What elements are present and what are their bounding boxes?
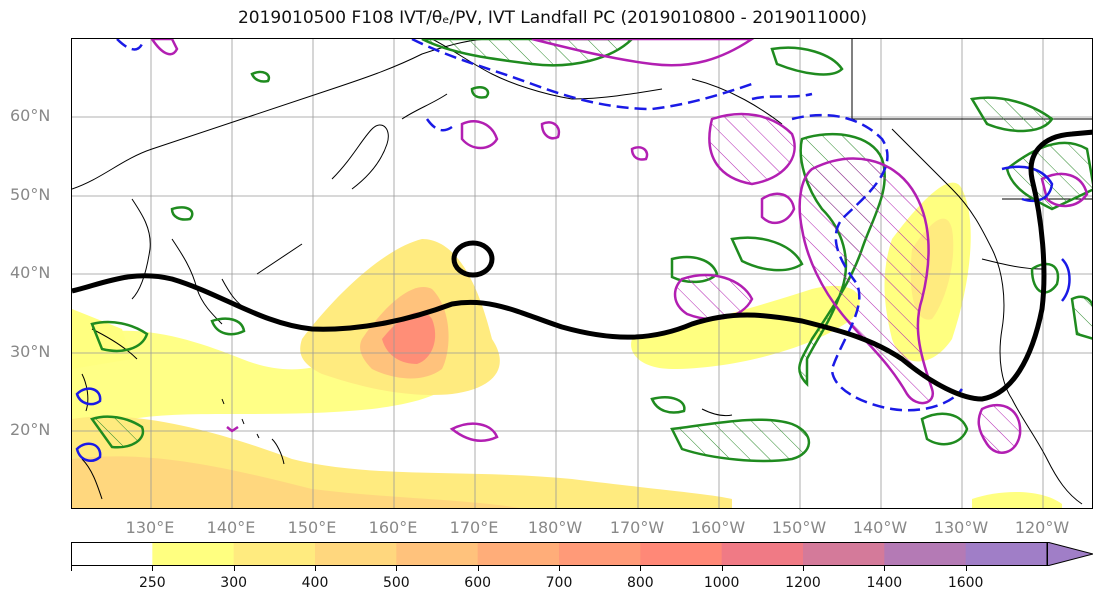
colorbar-segment <box>965 542 1048 566</box>
colorbar <box>71 542 1093 566</box>
lon-label-150w: 150°W <box>771 518 827 537</box>
lat-label-40n: 40°N <box>10 263 51 282</box>
colorbar-tick-label: 800 <box>626 575 654 591</box>
lat-label-60n: 60°N <box>10 106 51 125</box>
blue-contours <box>75 39 1071 462</box>
lon-label-120w: 120°W <box>1014 518 1070 537</box>
colorbar-tick-label: 1200 <box>785 575 821 591</box>
map-title: 2019010500 F108 IVT/θₑ/PV, IVT Landfall … <box>237 8 868 28</box>
lon-label-150e: 150°E <box>287 518 337 537</box>
colorbar-tick-label: 400 <box>301 575 329 591</box>
map-canvas <box>72 39 1092 508</box>
colorbar-extend-arrow <box>1046 542 1093 566</box>
lon-label-130w: 130°W <box>933 518 989 537</box>
map-panel <box>71 38 1093 509</box>
colorbar-tick-label: 250 <box>138 575 166 591</box>
colorbar-tick-label: 700 <box>545 575 573 591</box>
colorbar-segment <box>721 542 804 566</box>
lat-label-30n: 30°N <box>10 342 51 361</box>
lon-label-130e: 130°E <box>125 518 175 537</box>
colorbar-tickmark <box>803 566 804 571</box>
magenta-contours <box>150 39 1089 454</box>
thetae-contour <box>72 129 1092 402</box>
colorbar-segment <box>233 542 316 566</box>
colorbar-tickmark <box>884 566 886 571</box>
colorbar-tickmark <box>559 566 560 571</box>
lon-label-170w: 170°W <box>609 518 665 537</box>
colorbar-tick-label: 500 <box>382 575 410 591</box>
colorbar-segment <box>640 542 723 566</box>
lon-label-140e: 140°E <box>206 518 256 537</box>
colorbar-tickmark <box>71 566 72 571</box>
colorbar-tick-label: 1400 <box>866 575 903 591</box>
colorbar-segment <box>152 542 235 566</box>
lon-label-140w: 140°W <box>852 518 908 537</box>
colorbar-tickmark <box>315 566 316 571</box>
colorbar-segment <box>884 542 967 566</box>
lon-label-160w: 160°W <box>690 518 746 537</box>
colorbar-tickmark <box>233 566 235 571</box>
colorbar-tickmark <box>477 566 479 571</box>
lat-label-20n: 20°N <box>10 420 51 439</box>
lon-label-170e: 170°E <box>449 518 499 537</box>
colorbar-tickmark <box>152 566 154 571</box>
colorbar-segment <box>315 542 397 566</box>
lon-label-180w: 180°W <box>527 518 583 537</box>
colorbar-segment <box>803 542 885 566</box>
colorbar-segment <box>71 542 153 566</box>
colorbar-tickmark <box>640 566 642 571</box>
ivt-shading <box>72 182 1062 508</box>
lat-label-50n: 50°N <box>10 185 51 204</box>
lon-label-160e: 160°E <box>368 518 418 537</box>
colorbar-tick-label: 1600 <box>947 575 984 591</box>
colorbar-tickmark <box>396 566 398 571</box>
colorbar-tick-label: 300 <box>220 575 248 591</box>
colorbar-tick-label: 1000 <box>703 575 740 591</box>
colorbar-tickmark <box>965 566 967 571</box>
colorbar-tickmark <box>721 566 723 571</box>
colorbar-tick-label: 600 <box>464 575 492 591</box>
colorbar-segment <box>559 542 641 566</box>
colorbar-segment <box>396 542 479 566</box>
colorbar-segment <box>477 542 560 566</box>
